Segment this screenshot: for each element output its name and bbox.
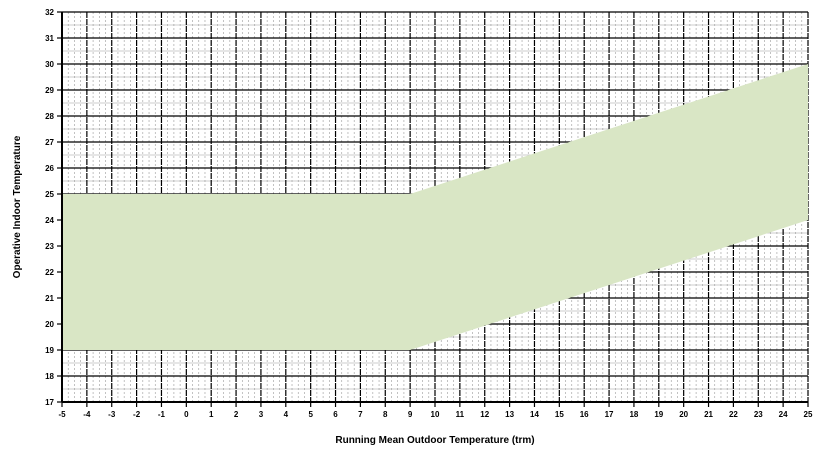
comfort-band bbox=[62, 64, 808, 350]
comfort-band-area bbox=[62, 64, 808, 350]
x-tick-label: 18 bbox=[629, 410, 638, 419]
x-tick-label: 16 bbox=[580, 410, 589, 419]
x-tick-label: 1 bbox=[209, 410, 214, 419]
x-tick-label: -5 bbox=[58, 410, 66, 419]
x-tick-label: 14 bbox=[530, 410, 539, 419]
x-tick-label: 13 bbox=[505, 410, 514, 419]
y-tick-label: 21 bbox=[45, 294, 54, 303]
y-tick-label: 27 bbox=[45, 138, 54, 147]
x-tick-label: 11 bbox=[456, 410, 465, 419]
x-tick-label: 0 bbox=[184, 410, 189, 419]
x-tick-label: 20 bbox=[679, 410, 688, 419]
x-tick-labels: -5 -4 -3 -2 -1 0 1 2 3 4 5 6 7 8 9 10 11 12 13 14 15 16 17 18 19… bbox=[58, 410, 813, 419]
x-tick-label: 15 bbox=[555, 410, 564, 419]
y-tick-label: 28 bbox=[45, 112, 54, 121]
x-tick-label: 5 bbox=[308, 410, 313, 419]
y-tick-label: 19 bbox=[45, 346, 54, 355]
x-tick-label: -3 bbox=[108, 410, 116, 419]
x-tick-label: 23 bbox=[754, 410, 763, 419]
x-tick-label: 6 bbox=[333, 410, 338, 419]
x-tick-label: 21 bbox=[704, 410, 713, 419]
axes bbox=[57, 11, 809, 407]
y-tick-label: 29 bbox=[45, 86, 54, 95]
x-tick-label: 9 bbox=[408, 410, 413, 419]
x-tick-label: 25 bbox=[804, 410, 813, 419]
x-tick-label: 22 bbox=[729, 410, 738, 419]
x-axis-title: Running Mean Outdoor Temperature (trm) bbox=[335, 435, 534, 446]
y-tick-label: 20 bbox=[45, 320, 54, 329]
y-tick-label: 25 bbox=[45, 190, 54, 199]
x-tick-label: 17 bbox=[605, 410, 614, 419]
x-tick-label: -2 bbox=[133, 410, 141, 419]
x-tick-label: 24 bbox=[779, 410, 788, 419]
y-tick-label: 17 bbox=[45, 398, 54, 407]
x-tick-label: 7 bbox=[358, 410, 363, 419]
x-tick-label: 2 bbox=[234, 410, 239, 419]
y-tick-label: 32 bbox=[45, 8, 54, 17]
y-axis-title: Operative Indoor Temperature bbox=[12, 135, 23, 278]
y-tick-label: 26 bbox=[45, 164, 54, 173]
x-tick-label: 12 bbox=[480, 410, 489, 419]
x-tick-label: 8 bbox=[383, 410, 388, 419]
x-tick-label: -4 bbox=[83, 410, 91, 419]
x-tick-label: 10 bbox=[431, 410, 440, 419]
y-tick-label: 31 bbox=[45, 34, 54, 43]
y-tick-label: 22 bbox=[45, 268, 54, 277]
y-tick-labels: 17 18 19 20 21 22 23 24 25 26 27 28 29 30 31 32 bbox=[45, 8, 54, 407]
y-tick-label: 18 bbox=[45, 372, 54, 381]
y-tick-label: 30 bbox=[45, 60, 54, 69]
x-tick-label: -1 bbox=[158, 410, 166, 419]
x-tick-label: 19 bbox=[654, 410, 663, 419]
x-tick-label: 4 bbox=[284, 410, 289, 419]
y-tick-label: 23 bbox=[45, 242, 54, 251]
y-tick-label: 24 bbox=[45, 216, 54, 225]
x-tick-label: 3 bbox=[259, 410, 264, 419]
